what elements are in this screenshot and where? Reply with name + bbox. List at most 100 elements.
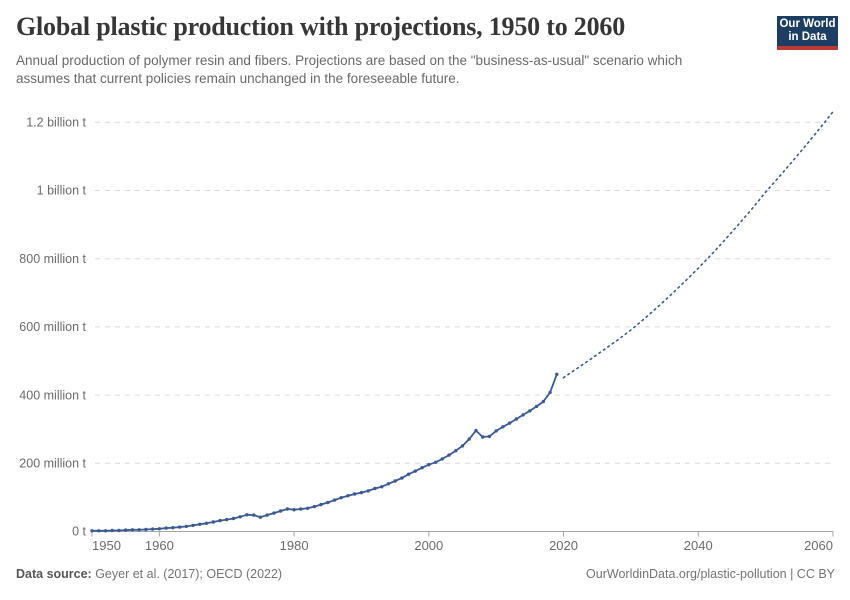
chart-subtitle: Annual production of polymer resin and f… bbox=[16, 52, 682, 87]
data-point-marker bbox=[171, 526, 175, 530]
x-axis-tick-label: 2040 bbox=[684, 538, 713, 553]
data-point-marker bbox=[110, 528, 114, 533]
data-point-marker bbox=[245, 513, 249, 517]
owid-url-link[interactable]: OurWorldinData.org/plastic-pollution | C… bbox=[586, 567, 835, 581]
data-point-marker bbox=[339, 496, 343, 500]
data-point-marker bbox=[231, 516, 236, 521]
data-point-marker bbox=[555, 372, 559, 376]
data-point-marker bbox=[447, 453, 451, 457]
x-axis-tick-label: 1980 bbox=[280, 538, 309, 553]
y-axis-tick-label: 600 million t bbox=[19, 320, 86, 334]
data-point-marker bbox=[326, 500, 330, 505]
data-point-marker bbox=[204, 521, 209, 525]
data-point-marker bbox=[272, 511, 276, 515]
data-point-marker bbox=[117, 528, 121, 533]
data-point-marker bbox=[353, 492, 357, 496]
data-point-marker bbox=[386, 482, 391, 486]
data-point-marker bbox=[90, 529, 94, 533]
chart-subtitle-line1: Annual production of polymer resin and f… bbox=[16, 53, 683, 68]
data-point-marker bbox=[420, 466, 424, 470]
data-point-marker bbox=[359, 490, 364, 495]
data-point-marker bbox=[164, 526, 168, 530]
data-point-marker bbox=[346, 494, 350, 498]
data-point-marker bbox=[481, 435, 485, 439]
data-point-marker bbox=[454, 449, 458, 453]
data-point-marker bbox=[184, 524, 188, 529]
data-point-marker bbox=[380, 485, 384, 489]
x-axis-tick-label: 2060 bbox=[804, 538, 833, 553]
data-point-marker bbox=[413, 469, 417, 473]
y-axis-tick-label: 1 billion t bbox=[37, 184, 87, 198]
data-point-marker bbox=[406, 472, 411, 476]
y-axis-tick-label: 800 million t bbox=[19, 252, 86, 266]
y-axis-tick-label: 1.2 billion t bbox=[26, 116, 86, 130]
data-point-marker bbox=[433, 460, 438, 464]
data-point-marker bbox=[541, 399, 545, 404]
data-point-marker bbox=[299, 507, 303, 511]
data-source-note: Data source: Geyer et al. (2017); OECD (… bbox=[16, 567, 282, 581]
data-point-marker bbox=[252, 513, 256, 517]
line-chart: 0 t 200 million t 400 million t 600 million… bbox=[0, 100, 850, 570]
owid-logo-line2: in Data bbox=[788, 31, 827, 43]
data-point-marker bbox=[534, 404, 539, 409]
y-axis-tick-label: 400 million t bbox=[19, 388, 86, 402]
data-point-marker bbox=[265, 513, 269, 517]
data-point-marker bbox=[225, 517, 229, 522]
data-point-marker bbox=[521, 413, 525, 417]
data-point-marker bbox=[137, 528, 141, 532]
data-point-marker bbox=[191, 523, 195, 528]
page-title: Global plastic production with projectio… bbox=[16, 12, 625, 41]
data-point-marker bbox=[393, 479, 397, 483]
data-point-marker bbox=[528, 409, 532, 413]
x-axis-tick-label: 1950 bbox=[92, 538, 121, 553]
x-axis-tick-label: 1960 bbox=[145, 538, 174, 553]
data-source-label: Data source: bbox=[16, 567, 92, 581]
x-axis-tick-label: 2020 bbox=[549, 538, 578, 553]
data-point-marker bbox=[427, 463, 431, 467]
chart-subtitle-line2: assumes that current policies remain unc… bbox=[16, 70, 460, 86]
y-axis-tick-label: 200 million t bbox=[19, 457, 86, 471]
data-point-marker bbox=[460, 444, 465, 448]
data-point-marker bbox=[440, 457, 444, 461]
y-axis-tick-label: 0 t bbox=[72, 525, 86, 539]
data-point-marker bbox=[177, 525, 182, 529]
data-point-marker bbox=[157, 527, 162, 531]
data-point-marker bbox=[292, 508, 296, 512]
data-point-marker bbox=[400, 476, 404, 480]
data-point-marker bbox=[97, 529, 101, 533]
data-point-marker bbox=[319, 502, 323, 507]
data-point-marker bbox=[305, 506, 310, 510]
data-point-marker bbox=[130, 528, 135, 532]
data-point-marker bbox=[285, 507, 290, 511]
data-point-marker bbox=[467, 437, 471, 441]
data-point-marker bbox=[218, 518, 222, 523]
data-point-marker bbox=[278, 509, 283, 513]
data-point-marker bbox=[494, 429, 498, 433]
data-point-marker bbox=[332, 498, 337, 502]
historical-line bbox=[91, 373, 558, 532]
data-point-marker bbox=[312, 504, 316, 509]
data-point-marker bbox=[548, 390, 552, 395]
data-point-marker bbox=[198, 522, 202, 526]
data-point-marker bbox=[150, 527, 155, 531]
data-point-marker bbox=[366, 489, 370, 493]
data-point-marker bbox=[103, 529, 108, 533]
data-source-value: Geyer et al. (2017); OECD (2022) bbox=[91, 567, 283, 581]
data-point-marker bbox=[487, 434, 492, 439]
owid-logo-line1: Our World bbox=[779, 18, 836, 30]
x-axis-tick-label: 2000 bbox=[414, 538, 443, 553]
projection-line bbox=[562, 110, 834, 379]
data-point-marker bbox=[373, 486, 377, 491]
data-point-marker bbox=[474, 428, 478, 433]
data-point-marker bbox=[501, 425, 505, 429]
data-point-marker bbox=[238, 515, 242, 519]
data-point-marker bbox=[124, 528, 128, 532]
owid-logo[interactable]: Our World in Data bbox=[777, 16, 838, 50]
data-point-marker bbox=[258, 515, 263, 519]
data-point-marker bbox=[514, 417, 519, 421]
data-point-marker bbox=[144, 527, 148, 532]
line-chart-canvas: 0 t 200 million t 400 million t 600 million… bbox=[19, 110, 835, 553]
data-point-marker bbox=[508, 421, 512, 425]
data-point-marker bbox=[211, 520, 215, 524]
